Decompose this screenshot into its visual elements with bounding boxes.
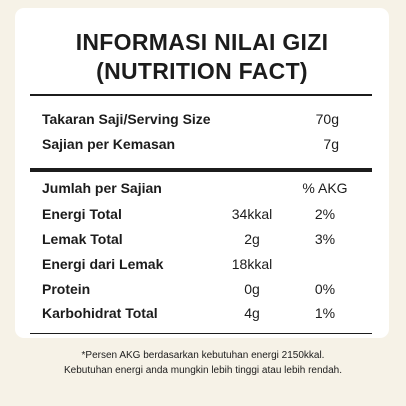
divider-top [30, 94, 372, 96]
nutrient-label: Protein [42, 281, 91, 297]
panel-subtitle: (NUTRITION FACT) [96, 58, 308, 84]
nutrient-label: Lemak Total [42, 231, 123, 247]
nutrient-row: Protein 0g 0% [15, 281, 389, 301]
nutrient-akg: 0% [314, 281, 336, 297]
nutrient-label: Karbohidrat Total [42, 305, 158, 321]
divider-thick [30, 168, 372, 172]
nutrient-label: Energi Total [42, 206, 122, 222]
footnote-line: *Persen AKG berdasarkan kebutuhan energi… [81, 350, 325, 361]
amount-header-row: Jumlah per Sajian % AKG [15, 180, 389, 200]
nutrient-amount: 18kkal [231, 256, 273, 272]
divider-bottom [30, 333, 372, 334]
nutrient-row: Lemak Total 2g 3% [15, 231, 389, 251]
nutrient-akg: 1% [314, 305, 336, 321]
akg-header: % AKG [302, 180, 348, 196]
nutrient-amount: 0g [244, 281, 260, 297]
servings-per-package-value: 7g [323, 136, 339, 152]
nutrient-label: Energi dari Lemak [42, 256, 164, 272]
nutrient-row: Karbohidrat Total 4g 1% [15, 305, 389, 325]
nutrient-akg: 3% [314, 231, 336, 247]
servings-per-package-label: Sajian per Kemasan [42, 136, 176, 152]
nutrient-row: Energi Total 34kkal 2% [15, 206, 389, 226]
nutrient-amount: 2g [244, 231, 260, 247]
nutrient-amount: 4g [244, 305, 260, 321]
nutrition-facts-panel: INFORMASI NILAI GIZI (NUTRITION FACT) Ta… [15, 8, 389, 338]
servings-per-package-row: Sajian per Kemasan 7g [15, 136, 389, 156]
serving-size-label: Takaran Saji/Serving Size [42, 111, 211, 127]
nutrient-amount: 34kkal [231, 206, 273, 222]
nutrient-akg: 2% [314, 206, 336, 222]
panel-title: INFORMASI NILAI GIZI [75, 29, 329, 55]
serving-size-row: Takaran Saji/Serving Size 70g [15, 111, 389, 131]
amount-per-serving-label: Jumlah per Sajian [42, 180, 162, 196]
serving-size-value: 70g [315, 111, 339, 127]
footnote-line: Kebutuhan energi anda mungkin lebih ting… [64, 365, 342, 376]
nutrient-row: Energi dari Lemak 18kkal [15, 256, 389, 276]
